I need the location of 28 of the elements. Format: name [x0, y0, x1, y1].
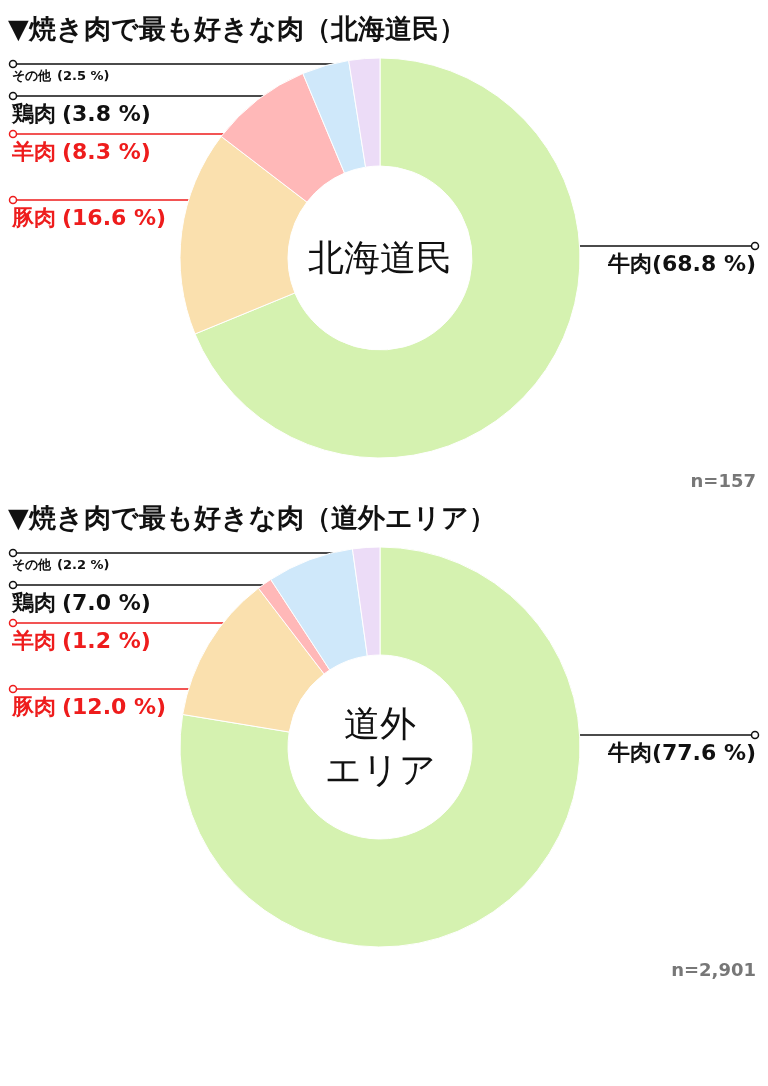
slice-label: その他 [12, 68, 51, 83]
donut-slice [179, 546, 581, 948]
text: n=2,901 [670, 959, 757, 980]
text: 道外 [343, 702, 417, 746]
slice-label: 牛肉 [607, 740, 652, 765]
chart-title: ▼焼き肉で最も好きな肉（道外エリア） [8, 501, 497, 535]
slice-label: 鶏肉 [12, 101, 56, 126]
chart-title: ▼焼き肉で最も好きな肉（北海道民） [8, 12, 467, 46]
data-label: (8.3 %) [62, 139, 151, 164]
slice-label: 牛肉 [607, 251, 652, 276]
data-label: (7.0 %) [62, 590, 151, 615]
data-label: (77.6 %) [651, 740, 756, 765]
text: n=157 [689, 470, 757, 491]
slice-label: 鶏肉 [12, 590, 56, 615]
data-label: (3.8 %) [62, 101, 151, 126]
data-label: (12.0 %) [62, 694, 167, 719]
slice-label: その他 [12, 557, 51, 572]
text: エリア [323, 748, 437, 792]
slice-label: 豚肉 [12, 694, 56, 719]
data-label: (1.2 %) [62, 628, 151, 653]
data-label: (16.6 %) [62, 205, 167, 230]
data-label: (2.2 %) [57, 557, 110, 572]
data-label: (68.8 %) [651, 251, 756, 276]
data-label: (2.5 %) [57, 68, 110, 83]
slice-label: 羊肉 [12, 139, 56, 164]
text: 北海道民 [307, 236, 453, 280]
slice-label: 豚肉 [12, 205, 56, 230]
slice-label: 羊肉 [12, 628, 56, 653]
